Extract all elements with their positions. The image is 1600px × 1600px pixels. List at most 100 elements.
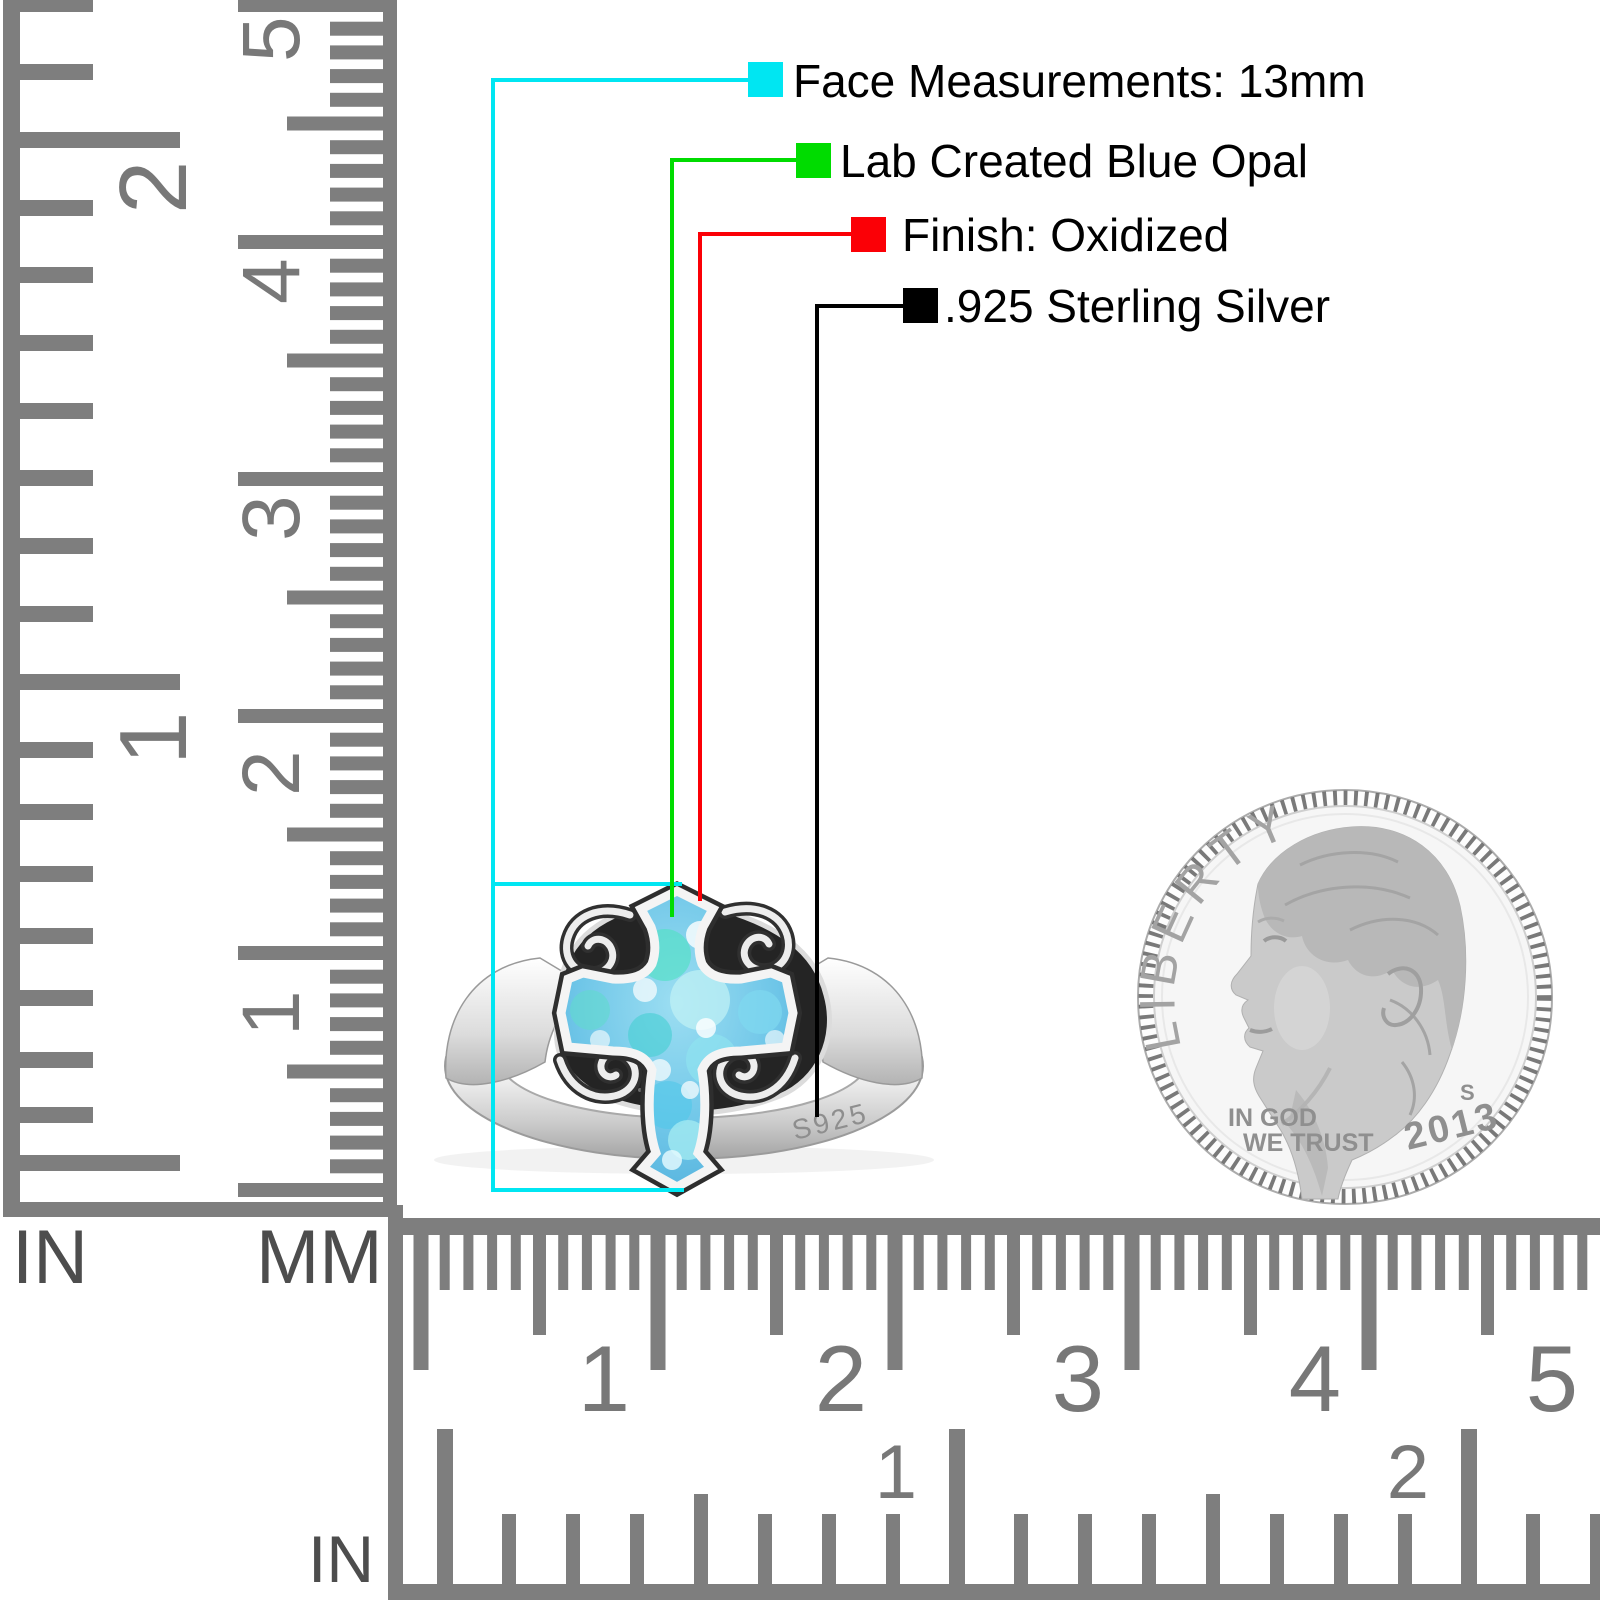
ruler-tick <box>388 1205 403 1600</box>
face-measure-bracket <box>491 78 748 1192</box>
ruler-tick <box>20 674 180 690</box>
ruler-tick <box>20 538 93 554</box>
opal-leader-line <box>670 158 796 917</box>
ruler-tick <box>287 1064 383 1079</box>
ruler-tick <box>287 827 383 842</box>
ruler-tick <box>1387 1235 1398 1290</box>
neck-shadow <box>1288 1090 1328 1196</box>
ruler-tick <box>700 1235 711 1290</box>
ruler-tick <box>1014 1514 1028 1586</box>
ruler-tick <box>20 200 93 216</box>
ruler-tick <box>1334 1514 1348 1586</box>
ruler-tick <box>330 187 383 202</box>
ruler-tick <box>487 1235 498 1290</box>
ruler-tick <box>1461 1429 1477 1586</box>
ruler-tick <box>1269 1235 1280 1290</box>
cm-number: 5 <box>226 16 317 62</box>
ruler-tick <box>330 1135 383 1150</box>
ruler-tick <box>961 1235 972 1290</box>
left-inch-ruler-numbers: 2 1 <box>100 161 207 765</box>
ruler-tick <box>1174 1235 1185 1290</box>
ruler-tick <box>439 1235 450 1290</box>
face-measure-label: Face Measurements: 13mm <box>793 55 1366 107</box>
ruler-tick <box>330 140 383 155</box>
ruler-tick <box>770 1235 783 1335</box>
cm-number: 2 <box>815 1326 867 1431</box>
ruler-tick <box>330 614 383 629</box>
left-vertical-inch-ruler <box>3 0 180 1217</box>
ruler-tick <box>287 590 383 605</box>
ruler-tick <box>20 990 93 1006</box>
ruler-tick <box>3 0 20 1217</box>
ruler-tick <box>20 470 93 486</box>
cm-number: 4 <box>226 258 317 304</box>
ruler-tick <box>20 267 93 283</box>
ruler-tick <box>842 1235 853 1290</box>
ruler-tick <box>20 403 93 419</box>
finish-swatch <box>851 217 886 252</box>
ruler-tick <box>330 45 383 60</box>
ruler-tick <box>1150 1235 1161 1290</box>
ruler-tick <box>3 1202 397 1217</box>
ruler-tick <box>20 866 93 882</box>
ruler-tick <box>747 1235 758 1290</box>
ruler-tick <box>566 1514 580 1586</box>
opal-label: Lab Created Blue Opal <box>840 135 1308 187</box>
ruler-tick <box>330 732 383 747</box>
cheek-highlight <box>1274 966 1330 1050</box>
inch-number: 2 <box>1387 1430 1429 1515</box>
ruler-tick <box>937 1235 948 1290</box>
hair-strands <box>1284 851 1439 1116</box>
ruler-tick <box>1078 1514 1092 1586</box>
ruler-tick <box>330 637 383 652</box>
ruler-tick <box>330 851 383 866</box>
inch-number: 1 <box>875 1430 917 1515</box>
ruler-tick <box>1340 1235 1351 1290</box>
ruler-tick <box>20 64 93 80</box>
ruler-tick <box>330 519 383 534</box>
inch-number: 1 <box>100 712 207 765</box>
ruler-tick <box>581 1235 592 1290</box>
portrait-hair <box>1258 826 1466 1050</box>
coin-motto-line2: WE TRUST <box>1243 1129 1374 1157</box>
ruler-tick <box>1506 1235 1517 1290</box>
ruler-tick <box>1221 1235 1232 1290</box>
ruler-tick <box>330 661 383 676</box>
ruler-tick <box>20 0 93 12</box>
coin-mint-mark: S <box>1460 1080 1475 1105</box>
ruler-tick <box>1458 1235 1469 1290</box>
ruler-tick <box>330 69 383 84</box>
cm-number: 5 <box>1526 1326 1578 1431</box>
ruler-tick <box>502 1514 516 1586</box>
ruler-tick <box>330 258 383 273</box>
ruler-tick <box>330 543 383 558</box>
ruler-tick <box>510 1235 521 1290</box>
bottom-mm-ruler-numbers: 1 2 3 4 5 <box>578 1326 1578 1431</box>
ruler-tick <box>330 377 383 392</box>
ruler-tick <box>822 1514 836 1586</box>
ruler-tick <box>330 756 383 771</box>
dime-coin: LIBERTY IN GOD WE TRUST S 2013 <box>1129 789 1553 1205</box>
ruler-tick <box>330 92 383 107</box>
ruler-tick <box>1142 1514 1156 1586</box>
ruler-tick <box>1435 1235 1446 1290</box>
ruler-tick <box>1270 1514 1284 1586</box>
ruler-tick <box>1590 1514 1600 1586</box>
ruler-tick <box>533 1235 546 1335</box>
ruler-tick <box>238 946 383 960</box>
ruler-tick <box>437 1429 453 1586</box>
ruler-tick <box>20 335 93 351</box>
ruler-tick <box>330 424 383 439</box>
silver-swatch <box>903 288 938 323</box>
ruler-tick <box>330 306 383 321</box>
ruler-tick <box>330 874 383 889</box>
ruler-tick <box>1361 1235 1377 1370</box>
ruler-tick <box>866 1235 877 1290</box>
ruler-tick <box>1055 1235 1066 1290</box>
cm-number: 1 <box>226 990 317 1036</box>
ruler-tick <box>287 116 383 131</box>
ruler-tick <box>390 1218 1600 1235</box>
ruler-tick <box>650 1235 666 1370</box>
ruler-tick <box>238 1183 383 1197</box>
ruler-tick <box>330 685 383 700</box>
